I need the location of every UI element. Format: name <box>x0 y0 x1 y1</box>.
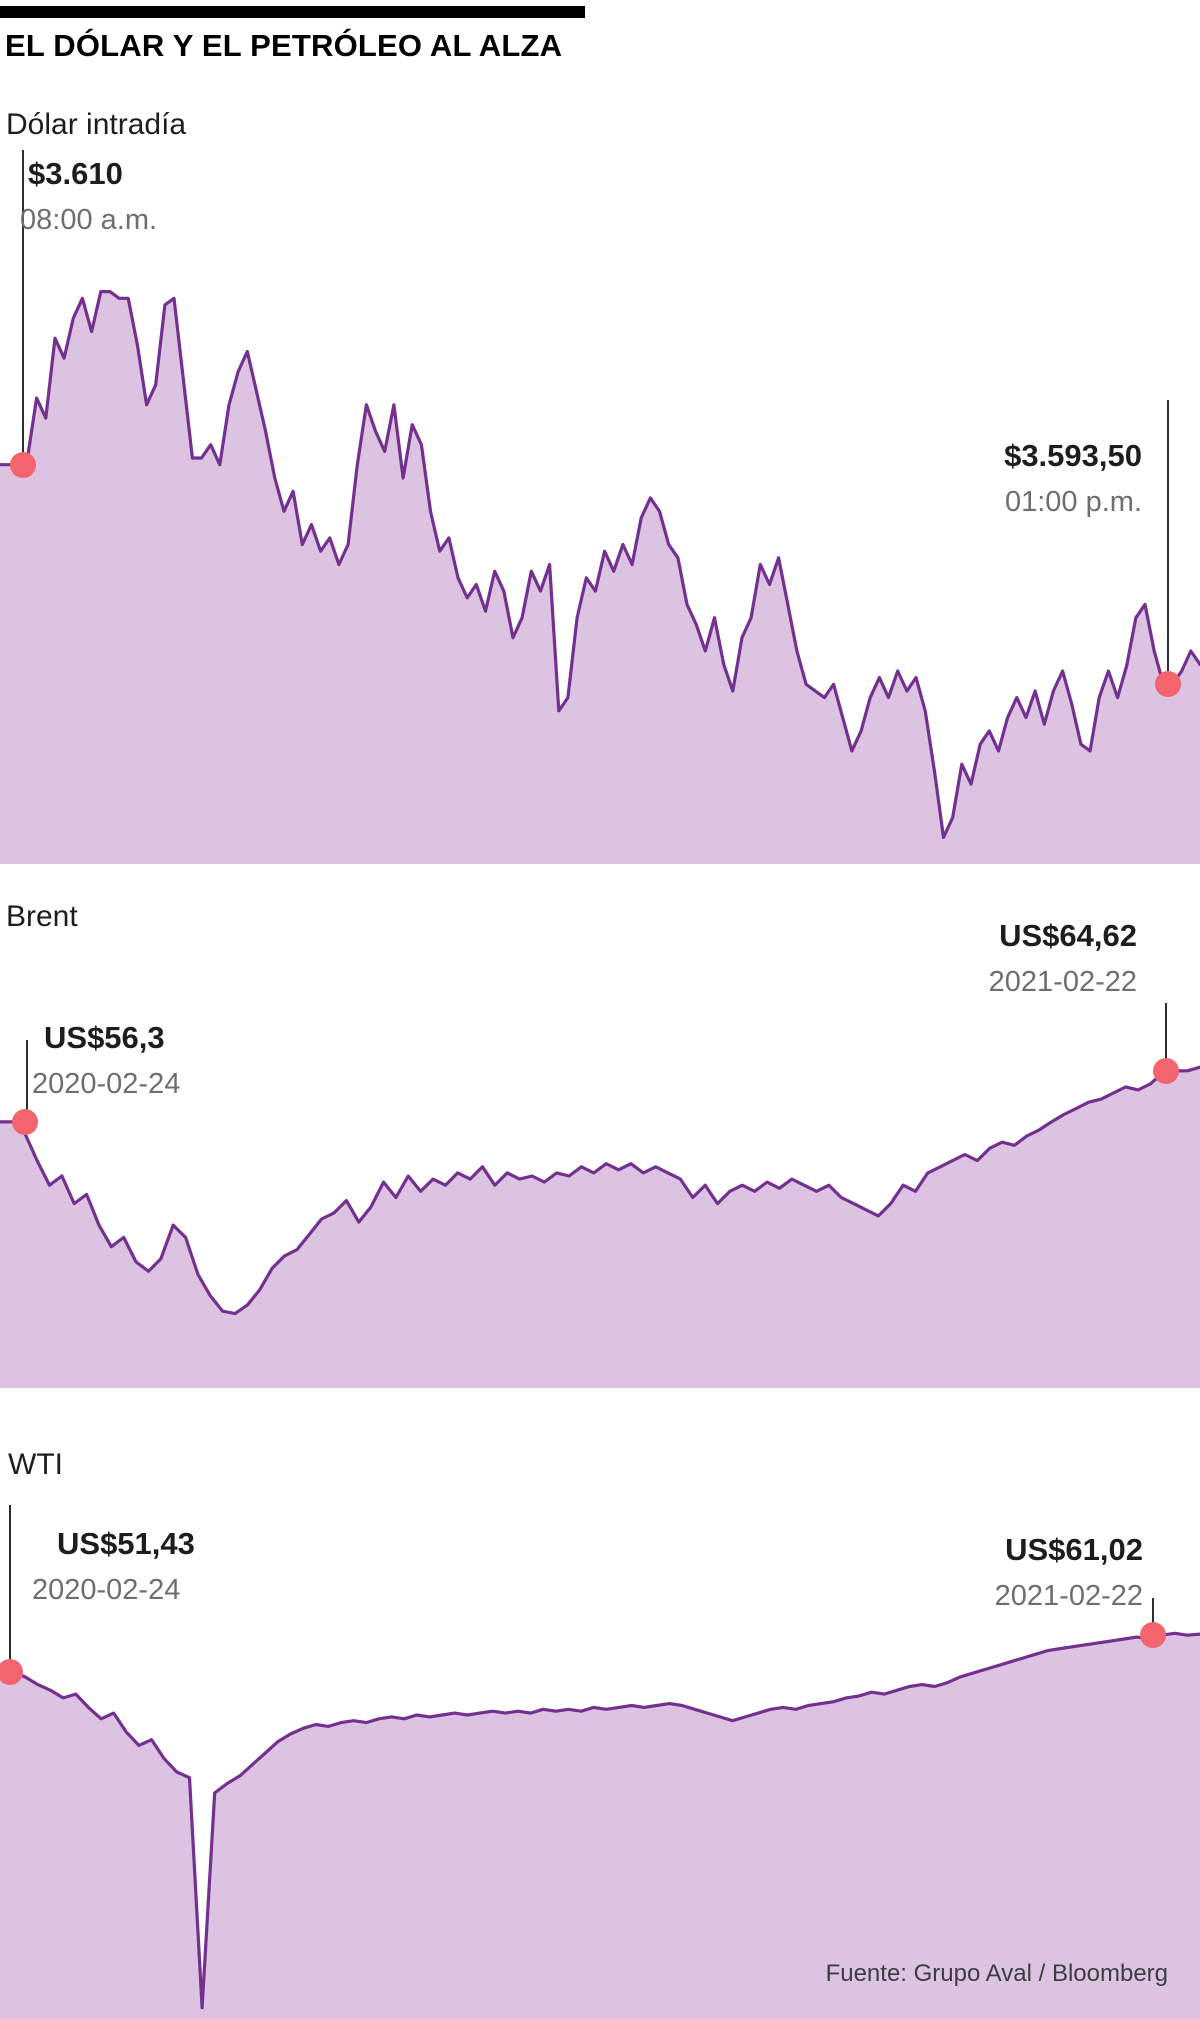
main-title: EL DÓLAR Y EL PETRÓLEO AL ALZA <box>5 28 563 63</box>
top-accent-bar <box>0 6 585 18</box>
dolar-intraday-area-chart <box>0 290 1200 864</box>
dolar-start-time: 08:00 a.m. <box>20 204 158 236</box>
wti-end-date: 2021-02-22 <box>994 1580 1143 1612</box>
dolar-start-callout-line <box>22 150 24 465</box>
wti-end-dot <box>1140 1622 1167 1649</box>
dolar-end-callout-line <box>1167 400 1169 684</box>
brent-end-dot <box>1153 1057 1180 1084</box>
wti-start-callout-line <box>9 1505 11 1672</box>
wti-area-chart <box>0 1631 1200 2019</box>
dolar-start-dot <box>9 451 36 478</box>
brent-end-callout-line <box>1165 1003 1167 1071</box>
brent-start-value: US$56,3 <box>44 1020 165 1055</box>
brent-price-line <box>0 1065 1200 1316</box>
wti-end-callout-line <box>1152 1598 1154 1635</box>
dolar-end-value: $3.593,50 <box>1004 438 1142 473</box>
brent-start-date: 2020-02-24 <box>32 1068 181 1100</box>
dolar-price-line <box>0 290 1200 840</box>
wti-end-value: US$61,02 <box>1005 1532 1143 1567</box>
brent-start-callout-line <box>26 1040 28 1122</box>
section-title-wti: WTI <box>8 1448 63 1481</box>
wti-area-fill <box>0 1633 1200 2019</box>
brent-area-chart <box>0 1065 1200 1388</box>
dolar-end-dot <box>1154 671 1181 698</box>
section-title-dolar: Dólar intradía <box>6 108 187 141</box>
brent-area-fill <box>0 1067 1200 1388</box>
wti-price-line <box>0 1631 1200 2010</box>
wti-start-date: 2020-02-24 <box>32 1574 181 1606</box>
dolar-start-value: $3.610 <box>28 156 123 191</box>
dolar-end-time: 01:00 p.m. <box>1004 486 1142 518</box>
brent-start-dot <box>12 1108 39 1135</box>
wti-start-dot <box>0 1658 23 1685</box>
wti-start-value: US$51,43 <box>57 1526 195 1561</box>
brent-end-value: US$64,62 <box>999 918 1137 953</box>
brent-end-date: 2021-02-22 <box>988 966 1137 998</box>
source-credit: Fuente: Grupo Aval / Bloomberg <box>825 1960 1168 1987</box>
section-title-brent: Brent <box>6 900 78 933</box>
